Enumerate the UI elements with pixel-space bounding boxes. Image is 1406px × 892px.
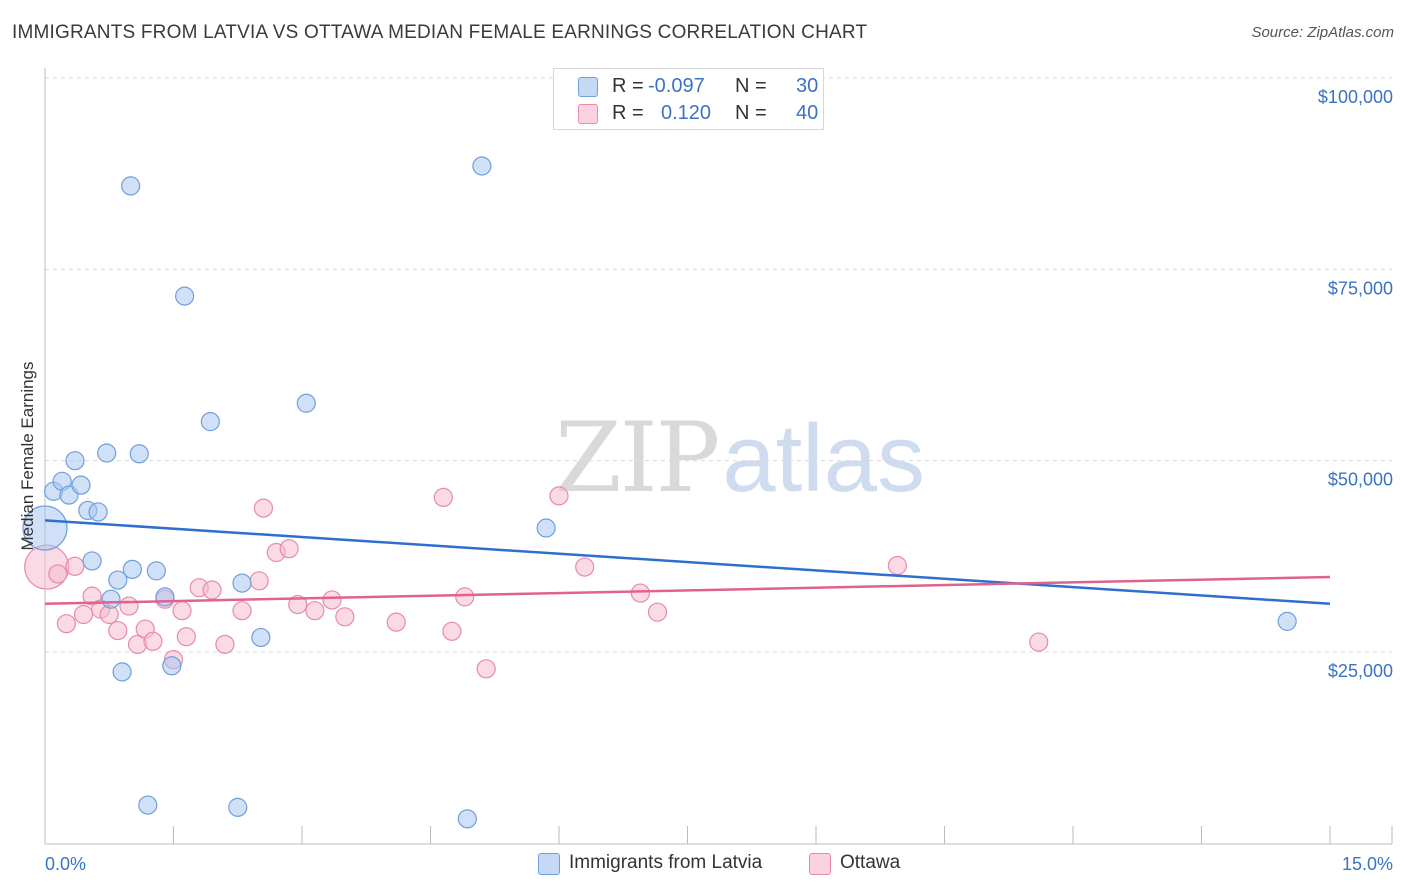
legend-r-value: -0.097 bbox=[648, 75, 705, 97]
data-point-pink bbox=[48, 564, 68, 584]
trend-line-blue bbox=[44, 519, 1331, 606]
axes bbox=[44, 68, 1393, 845]
data-point-pink bbox=[549, 486, 569, 506]
chart-title: IMMIGRANTS FROM LATVIA VS OTTAWA MEDIAN … bbox=[12, 22, 868, 43]
legend-label-ottawa: Ottawa bbox=[840, 852, 901, 873]
data-point-pink bbox=[1029, 632, 1049, 652]
data-point-blue bbox=[155, 587, 175, 607]
legend-swatch-blue bbox=[578, 77, 598, 97]
data-point-pink bbox=[305, 601, 325, 621]
data-point-blue bbox=[175, 286, 195, 306]
correlation-legend: R = -0.097 N = 30 R = 0.120 N = 40 bbox=[553, 68, 824, 130]
data-point-blue bbox=[122, 559, 142, 579]
data-point-pink bbox=[73, 604, 94, 625]
data-point-pink bbox=[249, 571, 269, 591]
data-point-blue bbox=[138, 795, 158, 815]
y-tick-label: $100,000 bbox=[1318, 87, 1393, 107]
data-point-blue bbox=[162, 656, 182, 676]
data-point-pink bbox=[442, 621, 462, 641]
data-point-pink bbox=[202, 580, 222, 600]
data-point-blue bbox=[228, 797, 248, 817]
data-point-blue bbox=[536, 518, 556, 538]
data-point-blue bbox=[251, 627, 271, 648]
trend-lines bbox=[44, 519, 1331, 606]
data-point-pink bbox=[386, 612, 406, 632]
y-tick-label: $50,000 bbox=[1328, 470, 1393, 490]
legend-r-value: 0.120 bbox=[661, 102, 712, 124]
data-point-pink bbox=[172, 601, 192, 621]
data-point-pink bbox=[887, 555, 907, 576]
series-ottawa bbox=[24, 486, 1049, 679]
data-point-blue bbox=[101, 589, 121, 609]
data-point-pink bbox=[288, 594, 308, 615]
data-point-blue bbox=[88, 502, 108, 522]
y-tick-label: $25,000 bbox=[1328, 661, 1393, 681]
legend-r-label: R = bbox=[612, 75, 644, 97]
data-point-pink bbox=[335, 607, 355, 627]
legend-swatch-pink bbox=[809, 853, 831, 875]
data-point-blue bbox=[108, 570, 128, 590]
x-tick-label-max: 15.0% bbox=[1342, 854, 1393, 874]
bottom-legend-ottawa: Ottawa bbox=[809, 852, 919, 876]
legend-n-label: N = bbox=[735, 102, 767, 124]
data-point-pink bbox=[279, 539, 299, 559]
data-point-pink bbox=[143, 631, 163, 651]
data-point-blue bbox=[457, 809, 477, 829]
data-point-pink bbox=[108, 620, 128, 641]
data-point-blue bbox=[82, 551, 102, 571]
data-point-pink bbox=[65, 556, 85, 576]
trend-line-pink bbox=[44, 575, 1331, 606]
grid-lines bbox=[45, 77, 1392, 653]
data-point-pink bbox=[215, 634, 235, 654]
legend-swatch-pink bbox=[578, 104, 598, 124]
legend-n-value: 40 bbox=[796, 102, 819, 124]
legend-label-latvia: Immigrants from Latvia bbox=[569, 852, 763, 873]
bottom-legend-latvia: Immigrants from Latvia bbox=[538, 852, 778, 876]
data-point-blue bbox=[65, 451, 85, 471]
data-point-pink bbox=[433, 487, 453, 508]
data-point-blue bbox=[112, 662, 132, 682]
data-point-blue bbox=[232, 573, 252, 593]
data-point-pink bbox=[322, 590, 342, 610]
data-point-pink bbox=[455, 587, 475, 607]
data-point-blue bbox=[472, 156, 492, 176]
data-point-pink bbox=[56, 614, 77, 634]
legend-n-label: N = bbox=[735, 75, 767, 97]
data-point-pink bbox=[253, 498, 274, 518]
y-axis-title: Median Female Earnings bbox=[18, 362, 37, 551]
series-immigrants-from-latvia bbox=[22, 156, 1297, 829]
data-point-blue bbox=[129, 444, 149, 464]
x-tick-label-min: 0.0% bbox=[45, 854, 86, 874]
data-point-blue bbox=[22, 505, 68, 551]
data-point-blue bbox=[296, 393, 316, 413]
source-label: Source: ZipAtlas.com bbox=[1251, 24, 1394, 41]
data-point-blue bbox=[200, 412, 220, 432]
data-point-pink bbox=[575, 557, 595, 577]
data-point-pink bbox=[176, 627, 196, 647]
data-point-blue bbox=[146, 561, 166, 581]
legend-r-label: R = bbox=[612, 102, 644, 124]
data-point-pink bbox=[119, 596, 139, 616]
data-point-pink bbox=[476, 659, 496, 679]
y-tick-label: $75,000 bbox=[1328, 278, 1393, 298]
tick-labels: $25,000 $50,000 $75,000 $100,000 0.0% 15.0% Me… bbox=[18, 87, 1393, 874]
data-point-pink bbox=[647, 602, 668, 622]
data-point-blue bbox=[97, 443, 117, 463]
data-point-pink bbox=[630, 583, 650, 603]
data-point-blue bbox=[71, 475, 91, 495]
legend-n-value: 30 bbox=[796, 75, 819, 97]
legend-swatch-blue bbox=[538, 853, 560, 875]
data-point-blue bbox=[121, 176, 141, 196]
data-point-blue bbox=[1277, 611, 1297, 631]
data-point-pink bbox=[232, 601, 252, 621]
